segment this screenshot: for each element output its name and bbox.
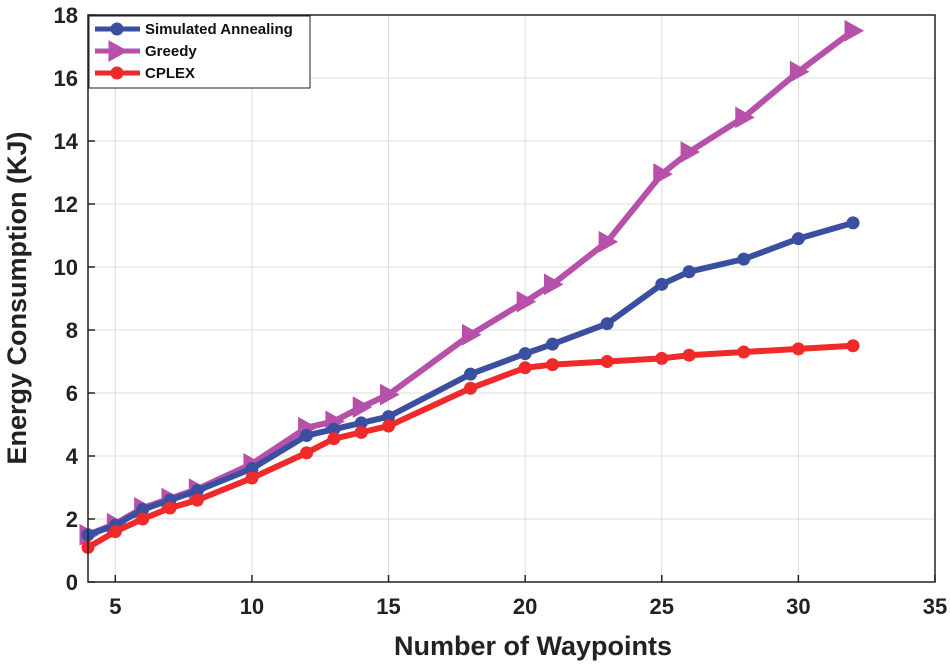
cplex-point [245,471,259,485]
y-tick-label: 16 [54,66,78,91]
greedy-point [352,396,373,419]
cplex-point [846,339,860,353]
cplex-point [518,361,532,375]
greedy-point [653,163,673,185]
simulated-annealing-point [518,347,532,361]
simulated-annealing-point [464,367,478,381]
cplex-point [791,342,805,356]
x-axis-title: Number of Waypoints [394,631,672,661]
simulated-annealing-point [545,337,559,351]
y-tick-label: 14 [54,129,79,154]
legend-label: Greedy [145,43,197,60]
cplex-point [655,351,669,365]
legend-swatch-marker [110,22,124,36]
series-layer [79,19,865,554]
cplex-point [382,419,396,433]
x-tick-label: 10 [240,594,264,619]
greedy-point [735,106,755,129]
grid [88,14,936,583]
cplex-point [136,512,150,526]
greedy-point [598,230,619,253]
y-tick-label: 6 [66,381,78,406]
series-greedy [79,19,865,546]
y-tick-label: 8 [66,318,78,343]
series-simulated-annealing [81,216,860,542]
greedy-point [462,323,482,346]
simulated-annealing-point [737,252,751,266]
series-cplex [81,339,860,554]
x-tick-label: 25 [650,594,674,619]
cplex-point [464,381,478,395]
y-axis-title: Energy Consumption (KJ) [2,131,32,464]
y-tick-label: 18 [54,3,78,28]
greedy-point [844,19,865,42]
greedy-point [380,383,400,406]
simulated-annealing-point [655,277,669,291]
cplex-point [163,501,177,515]
y-tick-label: 0 [66,570,78,595]
legend-item-simulated-annealing: Simulated Annealing [95,21,293,38]
cplex-point [545,358,559,372]
plot-frame [87,14,936,583]
simulated-annealing-point [300,429,314,443]
x-tick-label: 20 [513,594,537,619]
cplex-point [737,345,751,359]
cplex-point [108,525,122,539]
cplex-point [327,432,341,446]
cplex-point [354,425,368,439]
x-tick-label: 30 [786,594,810,619]
y-tick-label: 10 [54,255,78,280]
greedy-point [789,60,810,83]
greedy-point [680,141,701,163]
cplex-point [300,446,314,460]
legend-item-greedy: Greedy [95,40,197,62]
y-tick-label: 12 [54,192,78,217]
cplex-point [600,355,614,368]
cplex-point [682,348,696,362]
legend-label: CPLEX [145,65,195,82]
x-tick-label: 35 [923,594,947,619]
simulated-annealing-point [682,265,696,279]
cplex-point [190,493,204,507]
legend: Simulated Annealing Greedy CPLEX [88,15,311,89]
simulated-annealing-point [600,317,614,331]
simulated-annealing-point [846,216,860,230]
greedy-line [86,28,855,538]
legend-swatch-marker [108,40,129,62]
axis-ticks: 5 10 15 20 25 30 35 0 2 4 6 8 10 12 14 16 18 [54,3,948,619]
y-tick-label: 4 [66,444,79,469]
greedy-point [516,290,537,313]
legend-swatch-marker [110,66,124,80]
simulated-annealing-point [791,232,805,246]
legend-item-cplex: CPLEX [95,65,195,82]
y-tick-label: 2 [66,507,78,532]
legend-label: Simulated Annealing [145,21,293,38]
greedy-point [543,273,564,296]
x-tick-label: 5 [109,594,121,619]
x-tick-label: 15 [376,594,400,619]
